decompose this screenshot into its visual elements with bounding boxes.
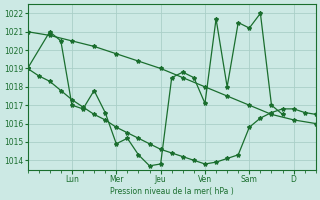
X-axis label: Pression niveau de la mer( hPa ): Pression niveau de la mer( hPa )	[110, 187, 234, 196]
